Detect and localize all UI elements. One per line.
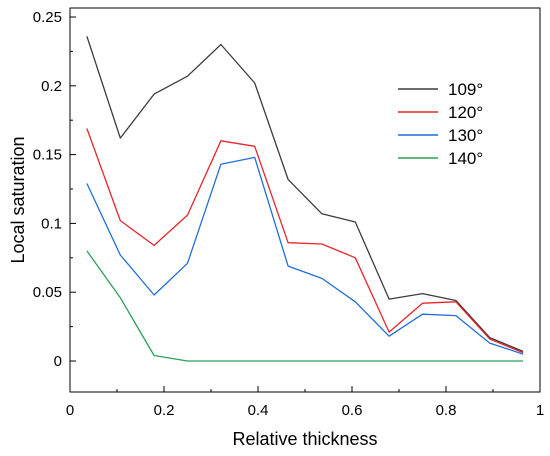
- series-line-3: [86, 250, 524, 362]
- plot-frame: [69, 7, 541, 393]
- series-line-2: [86, 156, 524, 355]
- x-axis-label: Relative thickness: [232, 429, 377, 449]
- legend-label: 130°: [448, 126, 483, 145]
- y-tick-label: 0: [54, 353, 62, 370]
- legend-label: 109°: [448, 80, 483, 99]
- series-line-1: [86, 128, 524, 354]
- series-line-0: [86, 36, 524, 353]
- legend-label: 120°: [448, 103, 483, 122]
- x-tick-label: 1: [536, 402, 544, 419]
- y-tick-label: 0.2: [41, 78, 62, 95]
- y-axis-label: Local saturation: [8, 136, 28, 263]
- y-tick-label: 0.25: [33, 9, 62, 26]
- y-tick-label: 0.1: [41, 215, 62, 232]
- series-lines: [86, 36, 524, 362]
- x-tick-label: 0.6: [342, 402, 363, 419]
- x-axis: 0 0.2 0.4 0.6 0.8 1: [66, 386, 544, 419]
- y-axis: 0 0.05 0.1 0.15 0.2 0.25: [33, 9, 76, 370]
- x-tick-label: 0: [66, 402, 74, 419]
- legend: 109° 120° 130° 140°: [398, 80, 483, 168]
- x-tick-label: 0.2: [154, 402, 175, 419]
- legend-label: 140°: [448, 149, 483, 168]
- x-tick-label: 0.4: [248, 402, 269, 419]
- y-tick-label: 0.15: [33, 147, 62, 164]
- x-tick-label: 0.8: [436, 402, 457, 419]
- y-tick-label: 0.05: [33, 284, 62, 301]
